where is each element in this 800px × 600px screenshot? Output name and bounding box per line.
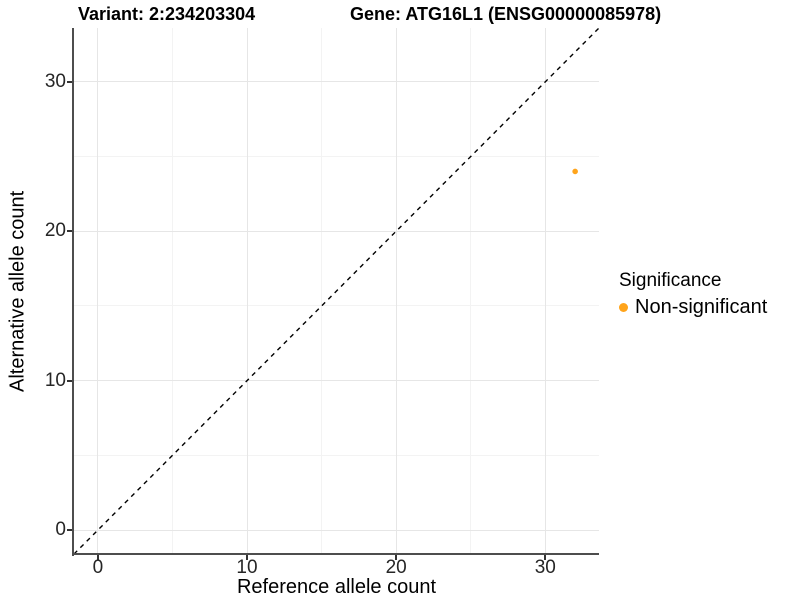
x-tick-label: 0 (92, 557, 104, 578)
legend-title: Significance (619, 270, 722, 291)
y-tick-mark (67, 529, 72, 532)
plot-title-gene: Gene: ATG16L1 (ENSG00000085978) (350, 4, 662, 24)
y-major-gridline (74, 529, 599, 531)
x-major-gridline (395, 28, 397, 554)
legend-item-label: Non-significant (635, 296, 768, 318)
y-minor-gridline (74, 454, 599, 456)
x-axis-title: Reference allele count (236, 576, 436, 598)
legend-point-swatch-icon (619, 303, 628, 312)
y-axis-line (72, 28, 74, 556)
plot-panel (74, 28, 599, 554)
y-tick-label: 30 (44, 70, 66, 92)
y-axis-title: Alternative allele count (6, 190, 29, 392)
x-tick-label: 20 (385, 557, 407, 578)
y-tick-mark (67, 379, 72, 382)
identity-line (74, 28, 599, 554)
x-tick-label: 10 (236, 557, 258, 578)
x-tick-mark (395, 555, 398, 560)
y-major-gridline (74, 230, 599, 232)
x-major-gridline (544, 28, 546, 554)
plot-draw-layer (74, 28, 599, 554)
x-tick-label: 30 (534, 557, 556, 578)
x-minor-gridline (171, 28, 173, 554)
y-tick-label: 20 (44, 220, 66, 242)
x-tick-mark (96, 555, 99, 560)
data-point (572, 168, 578, 175)
legend-item: Non-significant (619, 296, 767, 319)
x-tick-mark (246, 555, 248, 560)
x-tick-mark (544, 555, 547, 560)
y-major-gridline (74, 380, 599, 382)
y-minor-gridline (74, 156, 599, 157)
plot-title-variant: Variant: 2:234203304 (78, 4, 256, 24)
y-minor-gridline (74, 305, 599, 307)
y-tick-mark (67, 80, 72, 83)
y-tick-label: 0 (55, 519, 66, 541)
x-major-gridline (246, 28, 248, 554)
x-major-gridline (97, 28, 99, 554)
y-major-gridline (74, 81, 599, 83)
y-tick-label: 10 (44, 369, 66, 391)
x-axis-line (72, 553, 599, 555)
x-minor-gridline (470, 28, 472, 554)
x-minor-gridline (321, 28, 323, 554)
y-tick-mark (67, 230, 72, 233)
legend: Significance Non-significant (619, 269, 767, 319)
